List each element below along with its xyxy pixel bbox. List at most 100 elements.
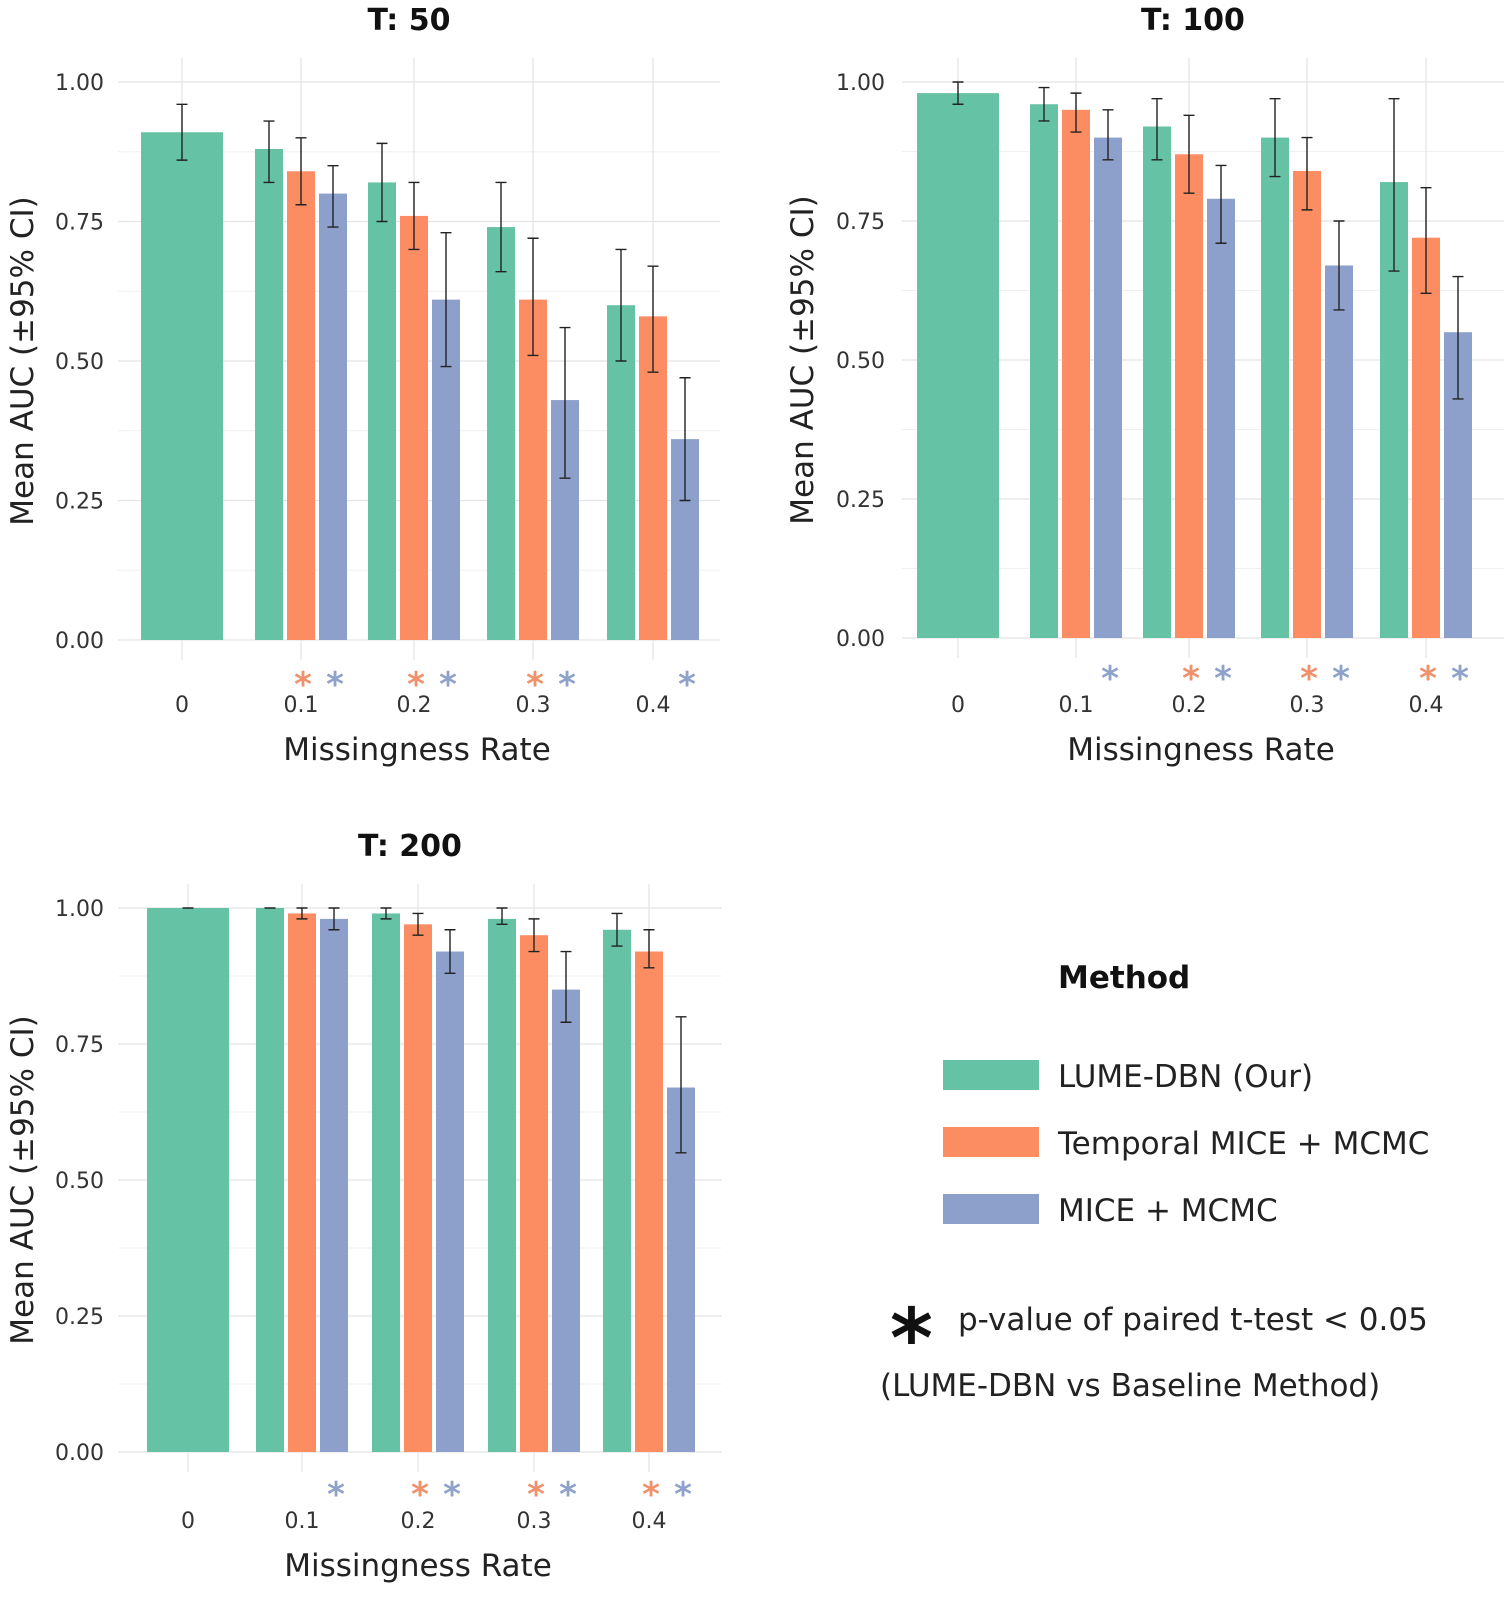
x-tick-label: 0.1	[285, 1509, 320, 1534]
y-axis-title: Mean AUC (±95% CI)	[785, 195, 821, 524]
chart-panel: 0.00 0.25 0.50 0.75 1.00 0 0.1 0.2 0.3 0.4 T: 100 M…	[785, 3, 1504, 768]
error-bar	[408, 181, 420, 251]
x-tick-label: 0	[175, 693, 189, 718]
significance-star-icon: *	[526, 665, 544, 705]
error-bar	[1333, 220, 1345, 311]
error-bar	[495, 181, 507, 273]
bar	[1030, 104, 1058, 639]
error-bar	[559, 326, 571, 479]
x-tick-label: 0.2	[401, 1509, 436, 1534]
x-axis-title: Missingness Rate	[1067, 732, 1335, 768]
bar	[141, 132, 223, 640]
y-tick-label: 1.00	[836, 71, 885, 96]
error-bar	[328, 907, 340, 931]
significance-star-icon: *	[678, 665, 696, 705]
x-tick-label: 0.4	[1409, 693, 1444, 718]
bar	[368, 182, 396, 640]
error-bar	[675, 1016, 687, 1154]
bar	[552, 989, 580, 1452]
error-bar	[295, 137, 307, 206]
error-bar	[496, 907, 508, 926]
error-bar	[440, 231, 452, 368]
bar	[319, 193, 347, 640]
error-bar	[528, 918, 540, 953]
y-axis-title: Mean AUC (±95% CI)	[5, 196, 41, 525]
x-tick-label: 0.3	[517, 1509, 552, 1534]
error-bar	[327, 165, 339, 228]
error-bar	[527, 237, 539, 357]
significance-star-icon: *	[1101, 659, 1119, 699]
chart-panel: 0.00 0.25 0.50 0.75 1.00 0 0.1 0.2 0.3 0.4 T: 50 Mi…	[5, 3, 720, 768]
significance-star-icon: *	[411, 1475, 429, 1515]
error-bar	[263, 120, 275, 184]
significance-star-icon: *	[1451, 659, 1469, 699]
chart-panels: 0.00 0.25 0.50 0.75 1.00 0 0.1 0.2 0.3 0.4 T: 50 Mi…	[5, 3, 1504, 1584]
y-tick-label: 0.00	[55, 629, 104, 654]
y-tick-label: 1.00	[55, 897, 104, 922]
error-bar	[615, 248, 627, 362]
error-bar	[176, 103, 188, 161]
error-bar	[679, 377, 691, 502]
legend-item-mice: MICE + MCMC	[943, 1193, 1278, 1229]
note-line-2: (LUME-DBN vs Baseline Method)	[880, 1368, 1380, 1404]
bar	[520, 935, 548, 1452]
significance-star-icon: *	[1214, 659, 1232, 699]
significance-star-icon: *	[1182, 659, 1200, 699]
error-bar	[1038, 86, 1050, 122]
significance-star-icon: *	[674, 1475, 692, 1515]
significance-star-icon: *	[294, 665, 312, 705]
error-bar	[380, 907, 392, 920]
bar	[487, 227, 515, 640]
y-tick-label: 0.25	[836, 488, 885, 513]
bar	[1094, 137, 1122, 638]
bar	[1412, 237, 1440, 638]
y-tick-label: 0.75	[55, 211, 104, 236]
panel-title: T: 50	[367, 3, 450, 38]
error-bar	[376, 142, 388, 223]
significance-star-icon: *	[558, 665, 576, 705]
significance-star-icon: *	[1332, 659, 1350, 699]
error-bar	[952, 81, 964, 105]
significance-star-icon: *	[326, 665, 344, 705]
significance-star-icon: *	[642, 1475, 660, 1515]
x-tick-label: 0.1	[1059, 693, 1094, 718]
error-bar	[1420, 186, 1432, 294]
legend: Method LUME-DBN (Our) Temporal MICE + MC…	[943, 960, 1429, 1229]
x-tick-label: 0.4	[632, 1509, 667, 1534]
bar	[400, 215, 428, 641]
bar	[404, 924, 432, 1452]
y-tick-label: 0.50	[836, 349, 885, 374]
x-tick-label: 0	[951, 693, 965, 718]
chart-panel: 0.00 0.25 0.50 0.75 1.00 0 0.1 0.2 0.3 0.4 T: 200 M…	[5, 829, 722, 1584]
bar	[1062, 109, 1090, 639]
error-bar	[444, 929, 456, 974]
bar	[519, 299, 547, 640]
bar	[255, 148, 283, 640]
bar	[1207, 198, 1235, 638]
legend-swatch-mice	[943, 1194, 1039, 1224]
note-line-1: p-value of paired t-test < 0.05	[958, 1302, 1428, 1338]
x-tick-label: 0.3	[1290, 693, 1325, 718]
y-tick-label: 0.75	[55, 1033, 104, 1058]
significance-star-icon: *	[439, 665, 457, 705]
error-bar	[1301, 136, 1313, 211]
legend-item-lume-dbn: LUME-DBN (Our)	[943, 1059, 1313, 1095]
error-bar	[1102, 109, 1114, 161]
error-bar	[1151, 97, 1163, 161]
legend-label-mice: MICE + MCMC	[1058, 1193, 1278, 1229]
error-bar	[560, 950, 572, 1023]
error-bar	[643, 929, 655, 969]
error-bar	[412, 912, 424, 936]
significance-star-icon: *	[527, 1475, 545, 1515]
error-bar	[296, 907, 308, 920]
legend-label-lume-dbn: LUME-DBN (Our)	[1058, 1059, 1313, 1095]
bar	[1325, 265, 1353, 638]
x-tick-label: 0.2	[1172, 693, 1207, 718]
error-bar	[1269, 97, 1281, 178]
significance-star-icon: *	[1300, 659, 1318, 699]
legend-item-temporal-mice: Temporal MICE + MCMC	[943, 1126, 1429, 1162]
legend-swatch-lume-dbn	[943, 1060, 1039, 1090]
y-tick-label: 0.75	[836, 210, 885, 235]
bar	[147, 908, 229, 1452]
